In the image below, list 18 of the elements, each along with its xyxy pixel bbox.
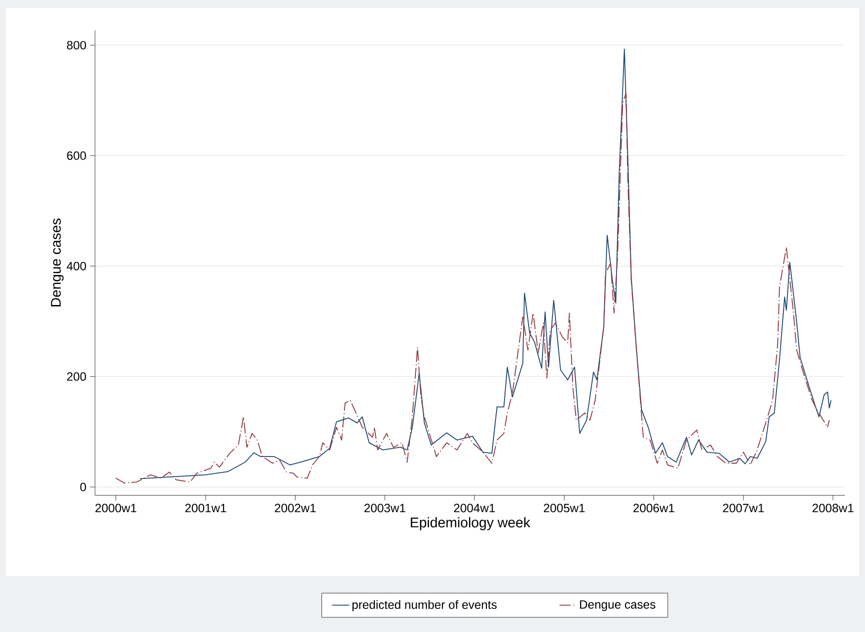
x-axis-title: Epidemiology week — [410, 517, 530, 530]
x-tick-label: 2007w1 — [722, 504, 764, 512]
x-tick-label: 2001w1 — [185, 504, 226, 512]
x-tick-label: 2005w1 — [544, 504, 585, 512]
legend-label: predicted number of events — [352, 600, 497, 612]
x-tick-label: 2004w1 — [454, 504, 495, 512]
y-axis-title: Dengue cases — [51, 218, 64, 306]
y-tick-label: 200 — [67, 372, 86, 381]
y-tick-label: 600 — [67, 151, 86, 160]
y-tick-label: 0 — [80, 482, 86, 492]
y-tick-label: 800 — [66, 40, 86, 50]
legend-label: Dengue cases — [580, 600, 656, 612]
y-tick-label: 400 — [66, 262, 86, 270]
x-tick-label: 2008w1 — [812, 504, 854, 512]
x-tick-label: 2006w1 — [633, 504, 674, 512]
x-tick-label: 2002w1 — [274, 504, 316, 512]
x-tick-label: 2000w1 — [95, 504, 136, 512]
x-tick-label: 2003w1 — [364, 504, 406, 512]
